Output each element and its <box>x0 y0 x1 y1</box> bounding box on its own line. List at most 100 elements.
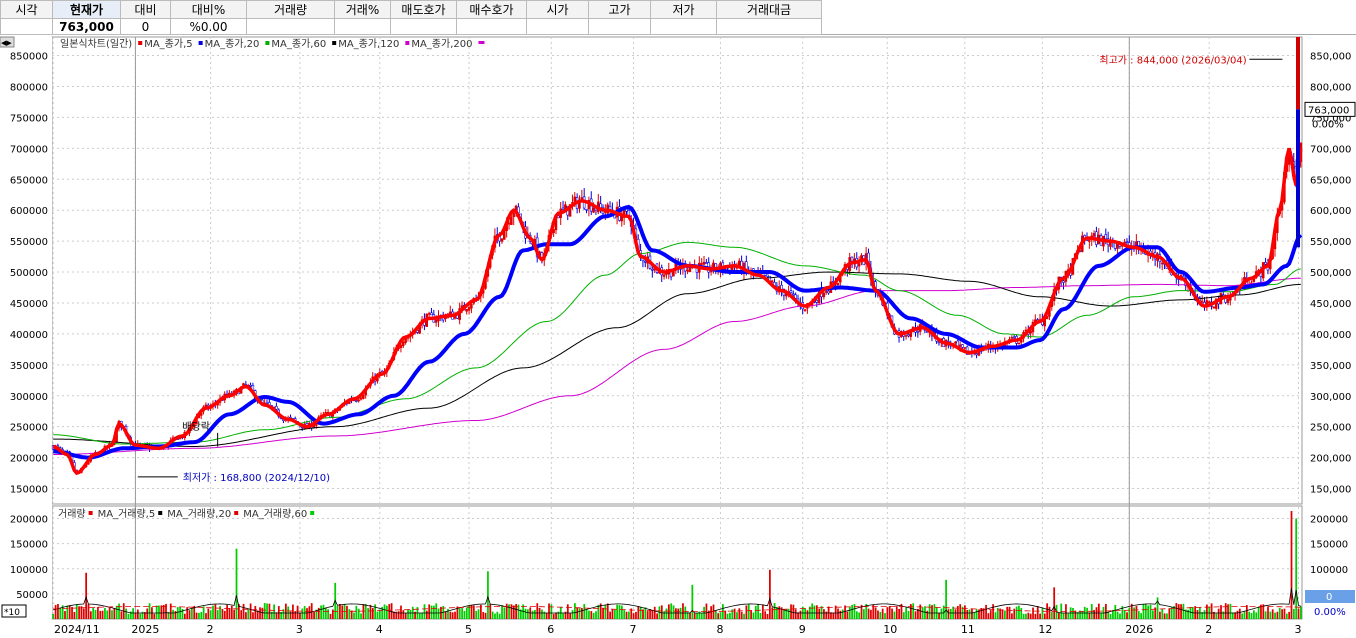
volume-bar <box>160 605 163 619</box>
volume-bar <box>590 611 593 619</box>
volume-bar <box>237 604 240 619</box>
volume-bar <box>242 603 245 619</box>
volume-bar <box>111 610 113 619</box>
volume-bar <box>816 605 818 619</box>
volume-bar <box>1245 605 1248 619</box>
candle-body <box>470 304 473 309</box>
volume-tick-right: 200000 <box>1310 515 1348 526</box>
volume-bar <box>562 613 564 619</box>
price-tick-left: 200000 <box>10 454 48 465</box>
volume-bar <box>724 610 727 619</box>
volume-bar <box>982 608 985 619</box>
volume-bar <box>381 606 384 619</box>
volume-bar <box>834 605 837 619</box>
volume-bar <box>837 608 839 619</box>
volume-tag-pct: 0.00% <box>1314 607 1346 618</box>
volume-bar <box>1276 611 1279 619</box>
volume-bar <box>677 608 680 619</box>
volume-bar <box>174 611 177 619</box>
volume-bar <box>1135 605 1138 619</box>
volume-bar <box>921 607 924 619</box>
volume-tick-left: 200000 <box>10 515 48 526</box>
volume-bar <box>1088 612 1091 619</box>
volume-bar <box>1126 612 1128 619</box>
quote-header-11: 거래대금 <box>716 0 822 19</box>
quote-value-8 <box>526 18 589 35</box>
x-axis-label: 2 <box>207 623 214 636</box>
volume-bar <box>985 604 987 619</box>
volume-bar <box>1081 611 1084 619</box>
candle-body <box>907 334 910 337</box>
volume-bar <box>355 605 358 619</box>
volume-bar <box>388 604 391 619</box>
volume-bar <box>740 611 743 619</box>
volume-bar <box>266 603 268 619</box>
volume-bar <box>954 609 957 619</box>
price-tick-right: 550,000 <box>1310 237 1351 248</box>
volume-bar <box>783 609 785 619</box>
volume-bar <box>646 611 649 619</box>
x-axis-label: 5 <box>465 623 472 636</box>
volume-bar <box>717 613 720 619</box>
volume-bar <box>884 613 886 619</box>
volume-bar <box>1086 607 1088 619</box>
volume-bar <box>862 609 865 619</box>
volume-bar <box>1182 603 1185 619</box>
volume-bar <box>1180 604 1182 619</box>
volume-bar <box>207 608 210 619</box>
volume-bar <box>82 608 85 619</box>
candle-body <box>359 397 363 400</box>
price-tick-left: 300000 <box>10 392 48 403</box>
scroll-left-button[interactable] <box>0 36 15 48</box>
volume-bar <box>1253 610 1255 619</box>
volume-bar <box>228 607 231 619</box>
volume-bar <box>80 606 83 619</box>
quote-header-7: 매수호가 <box>456 0 527 19</box>
volume-bar <box>57 603 59 619</box>
volume-bar <box>414 611 416 619</box>
volume-bar <box>1020 608 1023 619</box>
volume-bar <box>620 605 623 619</box>
volume-bar <box>404 613 407 619</box>
volume-bar <box>1243 611 1246 619</box>
volume-bar <box>73 612 76 619</box>
volume-bar <box>367 608 369 619</box>
volume-bar <box>1163 613 1166 619</box>
volume-bar <box>104 608 106 619</box>
volume-bar <box>555 612 557 619</box>
candle-body <box>404 338 407 343</box>
volume-bar <box>642 609 644 619</box>
volume-bar <box>1184 609 1187 619</box>
legend-swatch <box>265 41 270 45</box>
price-tick-right: 200,000 <box>1310 454 1351 465</box>
volume-bar <box>1222 611 1225 619</box>
volume-bar <box>548 603 550 619</box>
candle-body <box>1012 336 1016 339</box>
volume-bar <box>451 612 454 619</box>
volume-bar <box>254 606 257 619</box>
volume-bar <box>639 606 642 619</box>
quote-header-8: 시가 <box>526 0 589 19</box>
volume-bar <box>294 611 297 619</box>
candle-body <box>434 319 438 323</box>
quote-value-11 <box>716 18 822 35</box>
legend-swatch <box>138 41 143 45</box>
price-tick-right: 750,000 <box>1310 113 1351 124</box>
legend-swatch <box>478 41 485 44</box>
volume-bar <box>811 603 814 619</box>
volume-bar <box>526 609 529 619</box>
quote-header-3: 대비% <box>170 0 247 19</box>
volume-bar <box>1039 613 1041 619</box>
volume-bar <box>874 607 877 619</box>
price-tick-right: 350,000 <box>1310 361 1351 372</box>
volume-bar <box>524 608 527 619</box>
volume-bar <box>360 613 362 619</box>
volume-bar <box>113 607 116 619</box>
volume-bar <box>792 604 795 619</box>
volume-bar <box>1260 604 1262 619</box>
volume-bar <box>675 608 677 619</box>
volume-bar <box>1194 606 1197 619</box>
price-tick-left: 650000 <box>10 175 48 186</box>
volume-bar <box>1231 612 1234 619</box>
